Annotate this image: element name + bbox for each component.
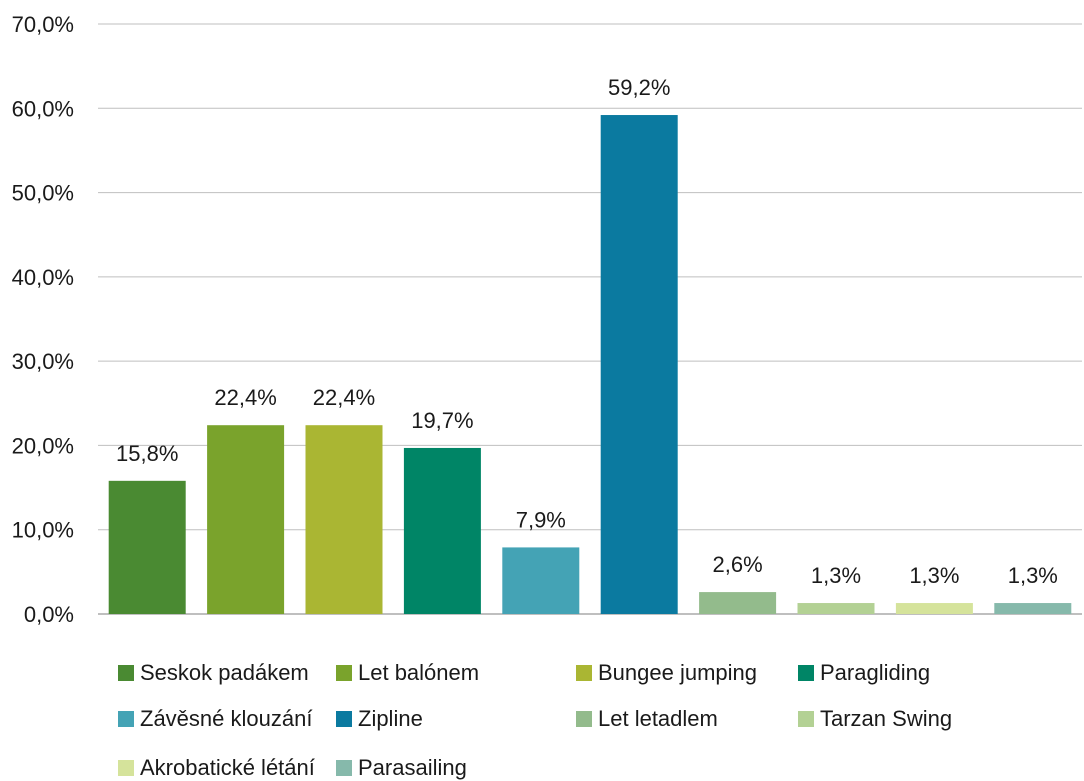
bar xyxy=(502,547,580,614)
y-tick-label: 30,0% xyxy=(12,349,74,374)
legend-label: Tarzan Swing xyxy=(820,706,953,731)
bar-chart: 0,0%10,0%20,0%30,0%40,0%50,0%60,0%70,0% … xyxy=(12,12,1082,627)
data-label: 22,4% xyxy=(214,385,276,410)
legend-item: Bungee jumping xyxy=(576,660,757,686)
bar xyxy=(207,425,285,614)
legend-label: Závěsné klouzání xyxy=(140,706,313,731)
data-label: 22,4% xyxy=(313,385,375,410)
legend-swatch xyxy=(576,665,592,681)
legend-swatch xyxy=(798,665,814,681)
legend-swatch xyxy=(798,711,814,727)
data-label: 1,3% xyxy=(1008,563,1058,588)
y-tick-label: 70,0% xyxy=(12,12,74,37)
legend-label: Zipline xyxy=(358,706,423,731)
legend-label: Let balónem xyxy=(358,660,480,685)
legend-item: Tarzan Swing xyxy=(798,706,952,732)
legend-label: Akrobatické létání xyxy=(140,755,315,780)
legend-swatch xyxy=(118,760,134,776)
y-tick-label: 10,0% xyxy=(12,518,74,543)
bar xyxy=(403,447,481,614)
data-label: 1,3% xyxy=(909,563,959,588)
legend-swatch xyxy=(118,665,134,681)
legend-label: Paragliding xyxy=(820,660,931,685)
data-label: 19,7% xyxy=(411,408,473,433)
legend-swatch xyxy=(336,665,352,681)
y-tick-label: 60,0% xyxy=(12,96,74,121)
legend-item: Parasailing xyxy=(336,755,467,781)
legend-swatch xyxy=(336,760,352,776)
y-tick-label: 40,0% xyxy=(12,265,74,290)
legend-swatch xyxy=(336,711,352,727)
bar xyxy=(108,480,186,614)
bar xyxy=(895,603,973,614)
data-label: 59,2% xyxy=(608,75,670,100)
bar xyxy=(305,425,383,614)
legend-label: Parasailing xyxy=(358,755,467,780)
bar xyxy=(994,603,1072,614)
y-tick-label: 50,0% xyxy=(12,181,74,206)
legend-label: Bungee jumping xyxy=(598,660,758,685)
legend-swatch xyxy=(118,711,134,727)
y-axis-tick-labels: 0,0% 10,0% 20,0% 30,0% 40,0% 50,0% 60,0% 70,0% xyxy=(12,12,74,627)
legend-item: Let balónem xyxy=(336,660,479,686)
legend-item: Let letadlem xyxy=(576,706,718,732)
legend-item: Paragliding xyxy=(798,660,930,686)
legend-item: Seskok padákem xyxy=(118,660,309,686)
legend-label: Let letadlem xyxy=(598,706,718,731)
bars xyxy=(108,115,1072,615)
legend-item: Akrobatické létání xyxy=(118,755,315,781)
data-label: 1,3% xyxy=(811,563,861,588)
legend-label: Seskok padákem xyxy=(140,660,309,685)
bar xyxy=(699,592,777,614)
data-label: 15,8% xyxy=(116,441,178,466)
bar xyxy=(600,115,678,615)
y-tick-label: 0,0% xyxy=(24,602,74,627)
legend-item: Závěsné klouzání xyxy=(118,706,312,732)
y-tick-label: 20,0% xyxy=(12,433,74,458)
data-label: 2,6% xyxy=(713,552,763,577)
data-label: 7,9% xyxy=(516,507,566,532)
data-labels: 15,8% 22,4% 22,4% 19,7% 7,9% 59,2% 2,6% 1,3% 1,3… xyxy=(116,75,1058,588)
legend-item: Zipline xyxy=(336,706,423,732)
legend-swatch xyxy=(576,711,592,727)
bar xyxy=(797,603,875,614)
